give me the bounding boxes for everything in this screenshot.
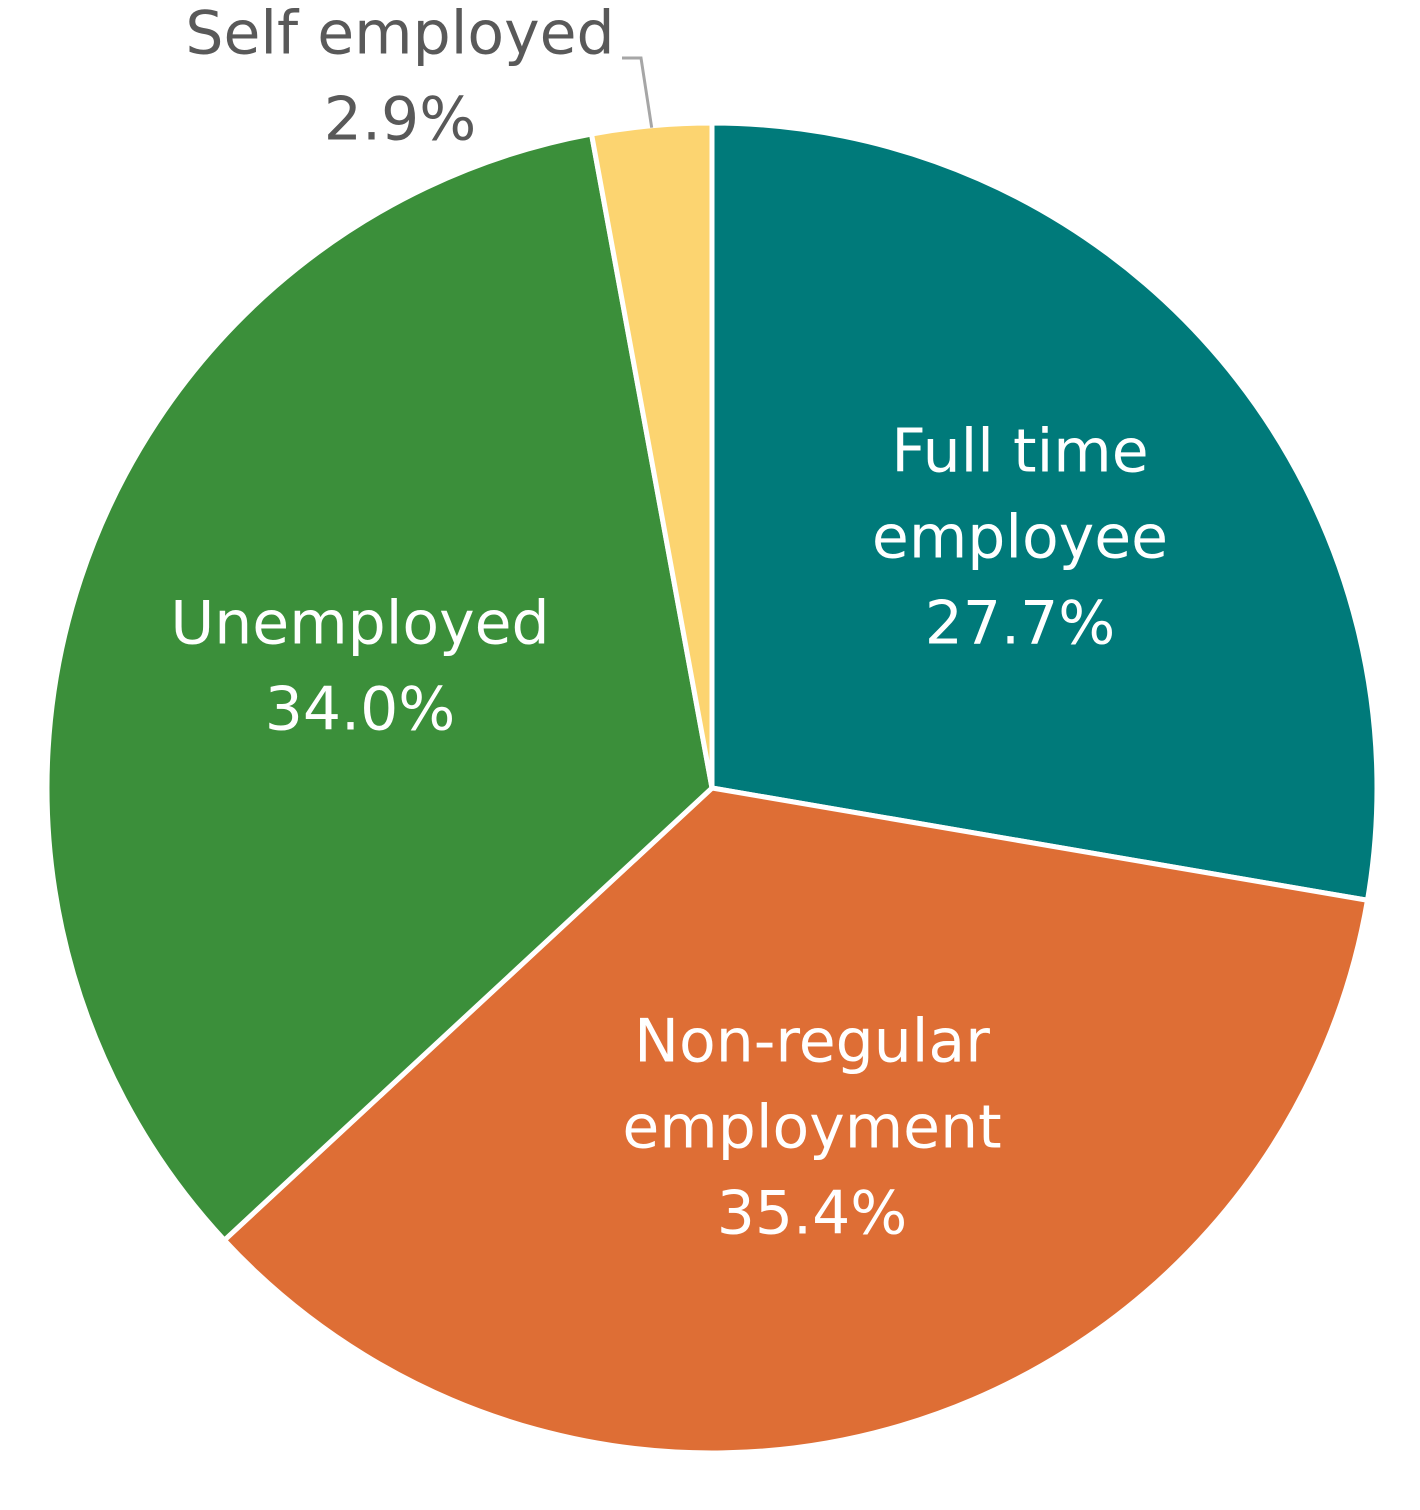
pie-slices [44, 120, 1380, 1456]
name-label-self-employed: Self employed [185, 0, 614, 69]
slice-non-regular-employment [221, 785, 1370, 1456]
value-label-unemployed: 34.0% [265, 675, 456, 745]
label-self-employed: Self employed 2.9% [185, 0, 614, 155]
label-full-time-employee: Full time employee 27.7% [872, 417, 1168, 659]
slice-labels: Full time employee 27.7% Non-regular employm… [170, 0, 1168, 1249]
name-label-non-regular-employment: Non-regular [634, 1007, 990, 1077]
slice-unemployed [44, 131, 715, 1243]
label-non-regular-employment: Non-regular employment 35.4% [622, 1007, 1001, 1249]
name-label-full-time-employee: Full time [891, 417, 1148, 487]
value-label-non-regular-employment: 35.4% [717, 1179, 908, 1249]
name-label-unemployed: Unemployed [170, 589, 549, 659]
slice-full-time-employee [709, 120, 1380, 903]
name-label-full-time-employee: employee [872, 503, 1168, 573]
value-label-self-employed: 2.9% [324, 85, 476, 155]
leader-lines [622, 56, 654, 128]
label-unemployed: Unemployed 34.0% [170, 589, 549, 745]
value-label-full-time-employee: 27.7% [925, 589, 1116, 659]
name-label-non-regular-employment: employment [622, 1093, 1001, 1163]
leader-line-self-employed [622, 56, 654, 128]
